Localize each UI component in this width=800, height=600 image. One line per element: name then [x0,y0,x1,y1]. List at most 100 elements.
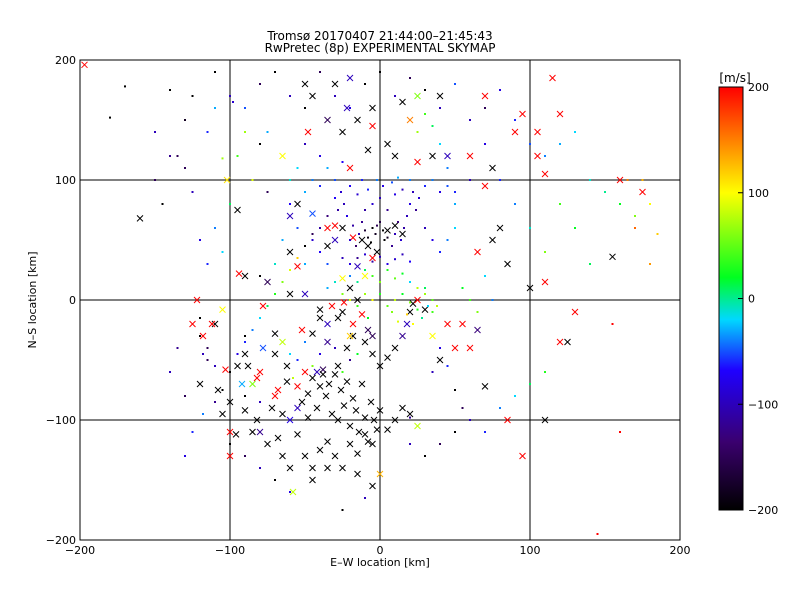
data-point-dot [476,311,479,313]
data-point-cross [286,416,294,424]
data-point-dot [559,203,561,205]
data-point-dot [109,116,111,119]
data-point-dot [214,227,216,229]
data-point-cross [421,306,429,313]
y-tick-label: −100 [46,414,76,427]
data-point-cross [556,338,564,346]
data-point-dot [319,155,321,157]
data-point-dot [304,245,306,247]
data-point-dot [334,197,336,199]
data-point-dot [319,227,321,229]
data-point-dot [371,260,374,263]
data-point-cross [334,314,342,322]
data-point-dot [544,251,546,253]
data-point-cross [534,128,541,136]
data-point-cross [609,253,616,261]
data-point-cross [301,80,309,88]
data-point-dot [319,71,321,73]
data-point-cross [313,368,321,376]
axis-ticks: −200 −100 0 100 200 −200 −100 0 100 200 [46,54,691,557]
chart-title-line1: Tromsø 20170407 21:44:00–21:45:43 [266,29,492,43]
data-point-cross [384,140,391,148]
data-point-cross [399,98,406,106]
data-point-cross [301,368,309,376]
data-point-dot [427,305,429,307]
data-point-cross [343,344,351,352]
data-point-cross [384,227,391,234]
data-point-cross [279,410,286,418]
data-point-dot [409,260,411,263]
data-point-cross [361,414,369,421]
data-point-cross [354,116,361,124]
data-point-cross [211,320,219,328]
data-point-dot [421,317,423,319]
data-point-dot [352,224,354,227]
data-point-cross [349,320,357,328]
grid-lines [80,60,680,540]
data-point-cross [279,152,286,160]
data-point-dot [326,263,329,265]
data-point-dot [289,95,291,97]
data-point-dot [206,131,209,133]
data-point-dot [259,317,261,319]
data-point-cross [364,326,372,334]
data-point-cross [324,438,331,445]
data-point-cross [571,308,579,316]
data-point-dot [356,305,359,307]
data-point-dot [221,157,224,160]
data-point-cross [346,422,354,430]
data-point-cross [361,431,369,438]
data-point-cross [361,272,369,280]
data-point-dot [376,224,378,227]
data-point-dot [364,253,366,256]
data-point-dot [326,215,329,217]
data-point-cross [298,326,306,334]
data-point-dot [454,431,456,433]
data-point-cross [369,482,376,490]
data-point-dot [394,233,396,235]
data-point-cross [358,311,366,318]
data-point-cross [294,200,301,208]
data-point-cross [256,368,264,376]
colorbar-label: [m/s] [719,71,750,85]
data-point-cross [226,452,234,460]
data-point-cross [370,416,378,424]
data-point-dot [221,389,224,391]
data-point-dot [409,301,411,304]
data-point-dot [406,313,408,316]
data-point-dot [206,359,209,361]
data-point-cross [264,278,271,286]
data-point-dot [454,227,456,229]
data-point-cross [214,386,222,394]
data-point-dot [382,229,384,232]
data-point-dot [431,239,434,241]
data-point-dot [274,71,276,73]
data-point-cross [249,428,256,436]
data-point-dot [379,281,381,283]
data-point-cross [369,440,376,448]
data-point-cross [219,410,226,418]
data-point-cross [249,380,256,388]
data-point-cross [196,380,204,388]
x-tick-label: −200 [65,544,95,557]
data-point-cross [331,236,339,244]
data-point-dot [229,371,231,373]
data-point-dot [334,179,336,181]
data-point-dot [229,443,231,445]
data-point-cross [309,330,316,337]
data-point-dot [424,113,426,115]
data-point-cross [271,330,279,337]
data-point-cross [235,270,243,277]
data-point-cross [564,338,571,346]
data-point-dot [334,281,336,283]
data-point-dot [259,83,261,85]
colorbar-tick-label: 200 [748,81,769,94]
data-point-cross [274,434,282,442]
data-point-dot [544,155,546,157]
data-point-dot [341,257,344,259]
data-point-cross [319,371,327,378]
data-point-dot [461,287,464,289]
data-point-dot [382,185,384,187]
data-point-cross [309,374,316,382]
data-point-dot [367,188,369,191]
